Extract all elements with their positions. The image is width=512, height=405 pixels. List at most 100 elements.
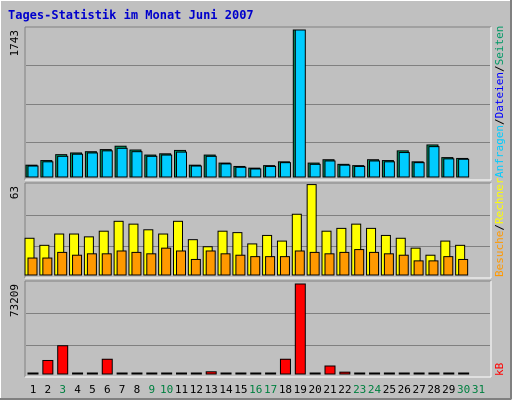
bar-seiten-day-8 <box>131 151 143 178</box>
panel-hits: 1743 <box>8 26 492 181</box>
panel-visits: 63 <box>8 182 492 279</box>
bar-seiten-day-24 <box>369 160 381 178</box>
bar-kb-day-2 <box>42 359 54 375</box>
bar-rechner-day-23 <box>354 249 365 276</box>
x-tick-label-day-12: 12 <box>190 383 203 396</box>
legend-hits-part: / <box>493 65 506 72</box>
bar-seiten-day-26 <box>398 152 410 178</box>
bar-kb-day-1 <box>27 372 39 375</box>
x-tick-label-day-28: 28 <box>427 383 440 396</box>
bar-kb-day-27 <box>413 372 425 375</box>
bar-seiten-day-12 <box>190 165 202 178</box>
bar-rechner-day-4 <box>72 254 83 276</box>
bar-seiten-day-11 <box>176 151 187 178</box>
legend-kbytes: kB <box>493 362 506 376</box>
bar-seiten-day-28 <box>428 146 440 178</box>
bar-rechner-day-8 <box>131 251 142 276</box>
bar-seiten-day-15 <box>235 166 247 178</box>
bar-seiten-day-4 <box>72 153 84 178</box>
bar-seiten-day-14 <box>220 163 232 178</box>
bar-seiten-day-10 <box>161 154 173 178</box>
x-tick-label-day-31: 31 <box>472 383 485 396</box>
bar-kb-day-9 <box>146 372 158 375</box>
legend-kbytes-part: kB <box>493 362 506 376</box>
bar-rechner-day-18 <box>279 256 290 276</box>
bar-seiten-day-17 <box>265 165 277 178</box>
bar-kb-day-14 <box>220 372 232 375</box>
x-tick-label-day-3: 3 <box>59 383 66 396</box>
bar-kb-day-8 <box>131 372 143 375</box>
x-tick-label-day-24: 24 <box>368 383 382 396</box>
x-tick-label-day-13: 13 <box>205 383 218 396</box>
bar-rechner-day-1 <box>27 257 38 276</box>
x-tick-label-day-23: 23 <box>353 383 366 396</box>
x-tick-label-day-8: 8 <box>134 383 141 396</box>
bar-rechner-day-9 <box>146 253 157 276</box>
bar-seiten-day-25 <box>383 161 395 178</box>
bar-seiten-day-1 <box>27 165 39 178</box>
bar-seiten-day-19 <box>294 29 306 178</box>
bar-rechner-day-16 <box>250 256 261 276</box>
bar-kb-day-11 <box>176 372 187 375</box>
panel-kbytes: 73209 <box>8 280 492 378</box>
bar-seiten-day-3 <box>57 155 69 178</box>
bar-rechner-day-13 <box>205 250 216 276</box>
x-tick-label-day-9: 9 <box>148 383 155 396</box>
bar-rechner-day-14 <box>220 253 231 276</box>
bar-seiten-day-27 <box>413 162 425 178</box>
bar-kb-day-23 <box>354 372 366 375</box>
bar-seiten-day-22 <box>339 164 351 178</box>
x-tick-label-day-30: 30 <box>457 383 470 396</box>
bar-rechner-day-19 <box>294 250 305 276</box>
bar-seiten-day-23 <box>354 165 366 178</box>
x-tick-label-day-5: 5 <box>89 383 96 396</box>
legend-visits-part: Rechner <box>493 177 506 224</box>
bar-seiten-day-21 <box>324 160 336 178</box>
bar-kb-day-19 <box>294 283 306 375</box>
bar-seiten-day-2 <box>42 161 54 178</box>
legend-hits-part: Anfragen <box>493 125 506 178</box>
bar-kb-day-30 <box>458 372 470 375</box>
bar-kb-day-7 <box>116 372 128 375</box>
bar-kb-day-12 <box>190 372 202 375</box>
bar-seiten-day-30 <box>458 158 470 178</box>
bar-kb-day-3 <box>57 345 69 375</box>
bar-kb-day-20 <box>309 372 321 375</box>
bar-kb-day-15 <box>235 372 247 375</box>
bar-rechner-day-11 <box>176 250 186 276</box>
bar-seiten-day-7 <box>116 147 128 178</box>
chart-title: Tages-Statistik im Monat Juni 2007 <box>8 8 254 22</box>
bar-kb-day-22 <box>339 371 351 375</box>
bar-kb-day-17 <box>265 372 277 375</box>
bar-seiten-day-18 <box>279 162 291 178</box>
bar-rechner-day-28 <box>428 260 439 276</box>
bar-rechner-day-26 <box>398 254 409 276</box>
bar-kb-day-4 <box>72 372 84 375</box>
x-tick-label-day-11: 11 <box>175 383 188 396</box>
bar-seiten-day-6 <box>101 150 113 178</box>
x-tick-label-day-7: 7 <box>119 383 126 396</box>
x-tick-label-day-29: 29 <box>442 383 455 396</box>
bar-kb-day-25 <box>383 372 395 375</box>
x-axis-labels: 1 2 3 4 5 6 7 8 9 10 11 12 13 14 15 16 17 18 19 20 21 22 23 24 2… <box>30 383 485 396</box>
legend-visits: Besuche/Rechner <box>493 177 506 277</box>
bar-kb-day-21 <box>324 365 336 375</box>
bar-kb-day-16 <box>250 372 262 375</box>
bar-kb-day-29 <box>443 372 455 375</box>
bar-seiten-day-9 <box>146 155 158 178</box>
legend-hits-part: / <box>493 118 506 125</box>
x-tick-label-day-22: 22 <box>338 383 351 396</box>
bar-rechner-day-29 <box>443 256 454 276</box>
bar-rechner-day-12 <box>190 258 201 276</box>
bar-seiten-day-13 <box>205 155 217 178</box>
legend-visits-part: Besuche <box>493 231 506 277</box>
bar-kb-day-13 <box>205 371 217 375</box>
bar-rechner-day-6 <box>101 253 112 276</box>
bar-rechner-day-15 <box>235 254 246 276</box>
bar-kb-day-24 <box>369 372 381 375</box>
bar-rechner-day-2 <box>42 257 53 276</box>
x-tick-label-day-16: 16 <box>249 383 262 396</box>
x-tick-label-day-10: 10 <box>160 383 173 396</box>
bar-rechner-day-27 <box>413 260 424 276</box>
